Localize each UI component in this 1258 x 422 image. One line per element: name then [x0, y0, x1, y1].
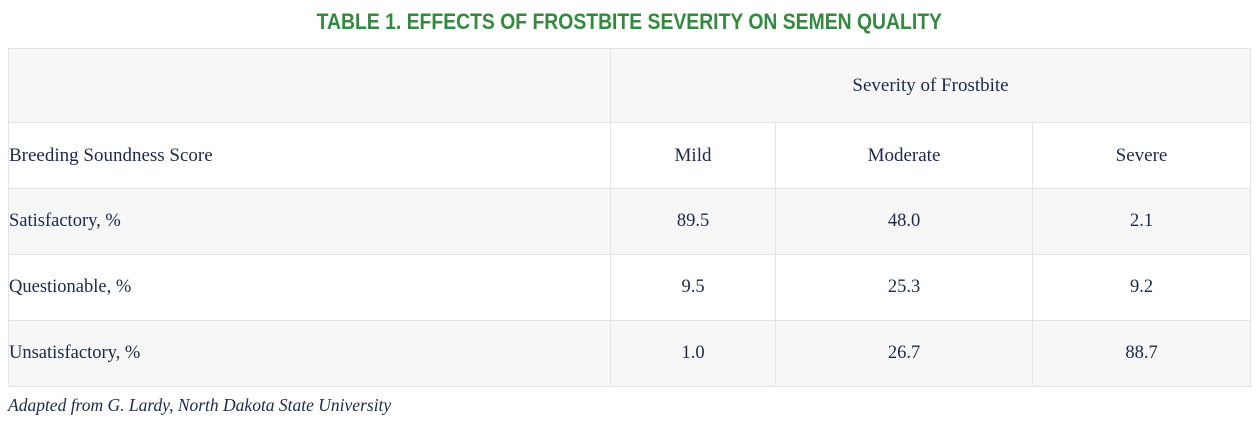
data-cell: 26.7	[775, 320, 1033, 387]
span-header-row: Severity of Frostbite	[8, 48, 1252, 123]
table-row: Satisfactory, % 89.5 48.0 2.1	[8, 188, 1252, 255]
data-cell: 9.5	[610, 254, 776, 321]
row-group-header: Breeding Soundness Score	[8, 122, 611, 189]
column-header-moderate: Moderate	[775, 122, 1033, 189]
frostbite-severity-table: Severity of Frostbite Breeding Soundness…	[8, 48, 1252, 387]
column-header-row: Breeding Soundness Score Mild Moderate S…	[8, 122, 1252, 189]
data-cell: 2.1	[1031, 188, 1252, 255]
row-label: Unsatisfactory, %	[8, 320, 611, 387]
data-cell: 9.2	[1031, 254, 1252, 321]
corner-cell	[8, 48, 611, 123]
data-cell: 48.0	[775, 188, 1033, 255]
column-header-mild: Mild	[610, 122, 776, 189]
table-body: Satisfactory, % 89.5 48.0 2.1 Questionable, …	[8, 188, 1252, 387]
table-title: TABLE 1. EFFECTS OF FROSTBITE SEVERITY O…	[316, 9, 942, 34]
table-title-wrap: TABLE 1. EFFECTS OF FROSTBITE SEVERITY O…	[0, 9, 1258, 35]
source-footnote: Adapted from G. Lardy, North Dakota Stat…	[8, 395, 392, 415]
data-cell: 25.3	[775, 254, 1033, 321]
row-label: Questionable, %	[8, 254, 611, 321]
data-cell: 88.7	[1031, 320, 1252, 387]
severity-span-header: Severity of Frostbite	[609, 48, 1252, 123]
column-header-severe: Severe	[1031, 122, 1252, 189]
row-label: Satisfactory, %	[8, 188, 611, 255]
data-cell: 89.5	[610, 188, 776, 255]
table-row: Questionable, % 9.5 25.3 9.2	[8, 254, 1252, 321]
data-cell: 1.0	[610, 320, 776, 387]
table-row: Unsatisfactory, % 1.0 26.7 88.7	[8, 320, 1252, 387]
